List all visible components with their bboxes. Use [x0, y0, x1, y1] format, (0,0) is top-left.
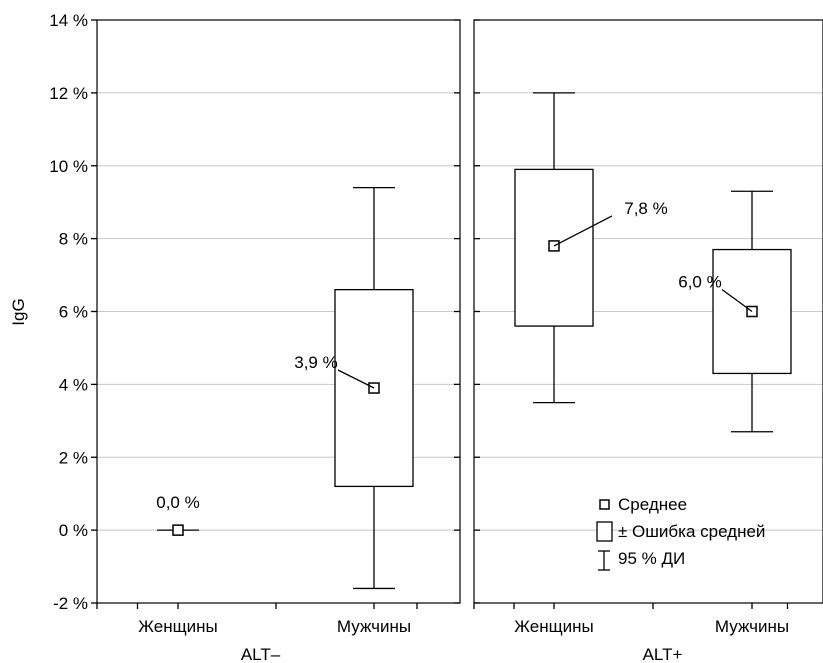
legend-item-2: ± Ошибка средней [618, 522, 765, 541]
p2-g1-category-label: Женщины [514, 617, 593, 636]
p1-g2-mean-label: 3,9 % [294, 353, 337, 372]
y-tick-label: 10 % [49, 157, 88, 176]
panel-label-2: ALT+ [643, 645, 683, 663]
p1-g1-mean-label: 0,0 % [156, 493, 199, 512]
plot-marks: 0,0 % 3,9 % 7,8 % 6,0 % [156, 92, 792, 590]
legend-item-1: Среднее [618, 495, 687, 514]
p1-g1-category-label: Женщины [138, 617, 217, 636]
y-tick-label: -2 % [53, 594, 88, 613]
y-tick-label: 2 % [59, 448, 88, 467]
panel-label-1: ALT– [241, 645, 281, 663]
y-tick-label: 14 % [49, 11, 88, 30]
category-labels: Женщины Мужчины ALT– Женщины Мужчины ALT+ [138, 617, 789, 663]
p2-g2-mean-label: 6,0 % [678, 273, 721, 292]
p1-g2-leader-line [337, 369, 375, 389]
y-tick-label: 12 % [49, 84, 88, 103]
legend: Среднее ± Ошибка средней 95 % ДИ [596, 495, 765, 571]
y-axis: 14 % 12 % 10 % 8 % 6 % 4 % 2 % 0 % -2 % [49, 11, 789, 613]
legend-se-symbol [596, 521, 613, 542]
p1-g2-category-label: Мужчины [337, 617, 411, 636]
y-axis-label: IgG [9, 298, 28, 325]
y-tick-label: 8 % [59, 230, 88, 249]
p2-g2-category-label: Мужчины [715, 617, 789, 636]
p2-g1-leader-line [553, 215, 613, 247]
y-tick-label: 4 % [59, 375, 88, 394]
p1-g1-mean-marker [172, 524, 184, 536]
p2-g1-mean-label: 7,8 % [624, 199, 667, 218]
p2-g2-leader-line [721, 288, 753, 313]
legend-item-3: 95 % ДИ [618, 549, 685, 568]
legend-mean-symbol [599, 499, 610, 510]
y-tick-label: 6 % [59, 303, 88, 322]
y-tick-label: 0 % [59, 521, 88, 540]
